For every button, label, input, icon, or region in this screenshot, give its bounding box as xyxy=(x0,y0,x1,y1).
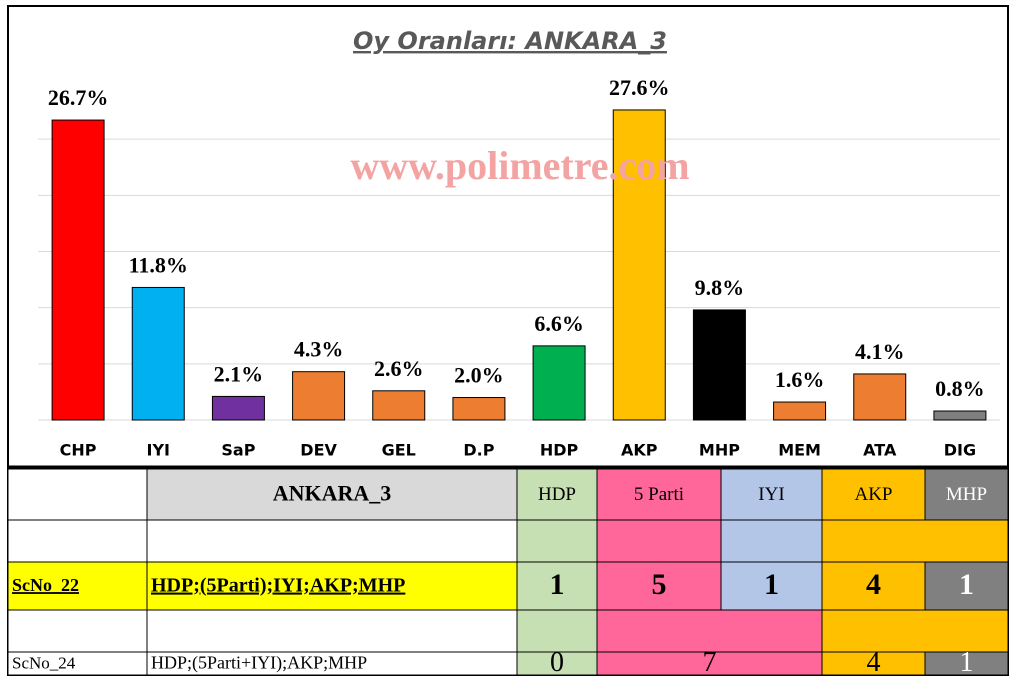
table-cell xyxy=(596,468,722,521)
value-label: 11.8% xyxy=(129,252,188,277)
x-tick-label: HDP xyxy=(540,441,579,460)
value-label: 0.8% xyxy=(935,376,985,401)
bar xyxy=(933,410,987,421)
x-tick-label: MHP xyxy=(699,441,740,460)
x-tick-label: DEV xyxy=(300,441,337,460)
table-cell xyxy=(596,609,823,653)
table-cell xyxy=(924,651,1009,676)
x-tick-label: IYI xyxy=(147,441,171,460)
value-label: 9.8% xyxy=(695,275,745,300)
x-tick-label: SaP xyxy=(221,441,255,460)
bar xyxy=(211,395,265,421)
header-text: 5 Parti xyxy=(634,484,684,505)
bar xyxy=(452,397,506,421)
cell-text: ScNo_22 xyxy=(12,575,79,595)
cell-text: HDP;(5Parti+IYI);AKP;MHP xyxy=(151,653,367,674)
value-label: 26.7% xyxy=(48,85,109,110)
bar xyxy=(532,345,586,421)
bar xyxy=(372,390,426,421)
cell-text: 7 xyxy=(703,647,717,678)
x-tick-label: GEL xyxy=(382,441,416,460)
cell-text: 5 xyxy=(652,568,667,601)
table-cell xyxy=(821,561,926,611)
bar xyxy=(612,109,666,421)
value-label: 4.3% xyxy=(294,337,344,362)
header-text: AKP xyxy=(854,484,892,505)
table-cell xyxy=(516,468,598,521)
cell-text: 0 xyxy=(550,647,564,678)
bar xyxy=(292,371,346,421)
table-cell xyxy=(516,609,598,653)
value-label: 27.6% xyxy=(609,75,670,100)
chart-title: Oy Oranları: ANKARA_3 xyxy=(353,27,667,55)
value-label: 2.1% xyxy=(214,361,264,386)
table-cell xyxy=(924,561,1009,611)
table-cell xyxy=(821,609,1009,653)
table-cell xyxy=(720,468,823,521)
table-cell xyxy=(146,609,518,653)
cell-text: 1 xyxy=(764,568,779,601)
table-cell xyxy=(596,561,722,611)
table-cell xyxy=(596,519,722,563)
x-tick-label: MEM xyxy=(778,441,821,460)
table-cell xyxy=(7,519,148,563)
x-tick-label: CHP xyxy=(60,441,97,460)
bar xyxy=(692,309,746,421)
x-tick-label: DIG xyxy=(944,441,976,460)
header-text: ANKARA_3 xyxy=(273,481,392,506)
watermark: www.polimetre.com xyxy=(350,143,689,188)
bar xyxy=(51,119,105,421)
cell-text: HDP;(5Parti);IYI;AKP;MHP xyxy=(151,575,405,597)
cell-text: 4 xyxy=(867,647,881,678)
table-cell xyxy=(821,519,1009,563)
cell-text: ScNo_24 xyxy=(12,653,76,672)
table-cell xyxy=(7,609,148,653)
value-label: 6.6% xyxy=(534,311,584,336)
bar xyxy=(773,401,827,421)
table-cell xyxy=(720,561,823,611)
x-tick-label: D.P xyxy=(463,441,494,460)
table-cell xyxy=(924,468,1009,521)
value-label: 2.6% xyxy=(374,356,424,381)
header-text: HDP xyxy=(538,484,576,505)
cell-text: 1 xyxy=(960,647,974,678)
value-label: 1.6% xyxy=(775,367,825,392)
value-label: 2.0% xyxy=(454,363,504,388)
bar xyxy=(131,286,185,421)
bar xyxy=(853,373,907,421)
cell-text: 1 xyxy=(959,568,974,601)
x-tick-label: ATA xyxy=(863,441,897,460)
table-cell xyxy=(516,519,598,563)
table-cell xyxy=(7,468,148,521)
cell-text: 4 xyxy=(866,568,881,601)
table-cell xyxy=(720,519,823,563)
table-cell xyxy=(146,468,518,521)
table-cell xyxy=(146,519,518,563)
header-text: IYI xyxy=(758,484,784,505)
header-text: MHP xyxy=(946,484,987,505)
cell-text: 1 xyxy=(550,568,565,601)
table-cell xyxy=(516,561,598,611)
x-tick-label: AKP xyxy=(621,441,658,460)
value-label: 4.1% xyxy=(855,339,905,364)
